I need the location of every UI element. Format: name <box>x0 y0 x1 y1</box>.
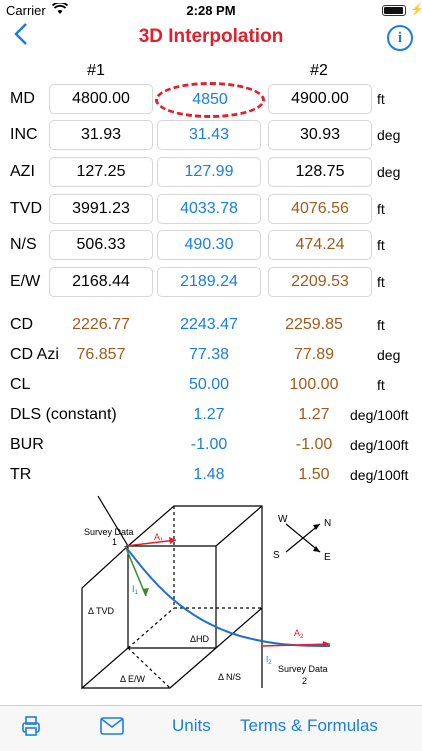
survey-2-number: 2 <box>302 676 307 686</box>
column-heading-1: #1 <box>87 62 105 79</box>
row-label: CD <box>10 316 34 333</box>
row-label: BUR <box>10 436 44 453</box>
compass-e-label: E <box>324 552 331 563</box>
a2-label: A2 <box>294 628 304 640</box>
survey-2-label: Survey Data <box>278 664 328 674</box>
delta-ew-label: Δ E/W <box>120 674 146 684</box>
row-unit: deg/100ft <box>350 467 409 483</box>
interpolated-value: 77.38 <box>188 346 230 363</box>
row-unit: deg <box>377 347 401 363</box>
clock: 2:28 PM <box>186 3 236 18</box>
interpolated-value: 2243.47 <box>180 316 238 333</box>
row-unit: deg <box>377 164 401 180</box>
i2-label: I2 <box>266 655 272 666</box>
interpolated-value: 50.00 <box>188 376 230 393</box>
delta-tvd-label: Δ TVD <box>88 606 115 616</box>
carrier-label: Carrier <box>6 3 46 18</box>
survey-2-value: 1.27 <box>298 406 330 423</box>
compass-s-label: S <box>273 550 280 561</box>
row-label: INC <box>10 126 38 143</box>
back-button[interactable] <box>14 22 28 53</box>
survey-1-input[interactable]: 31.93 <box>49 120 153 150</box>
row-label: N/S <box>10 236 37 253</box>
row-unit: ft <box>377 237 385 253</box>
survey-1-input[interactable]: 3991.23 <box>49 194 153 224</box>
row-unit: ft <box>377 317 385 333</box>
row-unit: ft <box>377 377 385 393</box>
interpolated-value: 1.48 <box>193 466 225 483</box>
row-unit: ft <box>377 201 385 217</box>
row-unit: ft <box>377 91 385 107</box>
info-button[interactable]: i <box>387 25 413 51</box>
row-label: CD Azi <box>10 346 59 363</box>
navigation-bar: 3D Interpolation i <box>0 20 422 56</box>
interpolation-diagram: W N S E Survey Data 1 A1 I1 Δ TVD ΔHD Δ … <box>70 488 360 698</box>
survey-2-value: 1.50 <box>298 466 330 483</box>
survey-2-value: 100.00 <box>289 376 339 393</box>
row-label: CL <box>10 376 31 393</box>
print-icon[interactable] <box>20 715 42 742</box>
row-label: TVD <box>10 200 42 217</box>
row-unit: deg/100ft <box>350 407 409 423</box>
charging-icon: ⚡ <box>410 4 422 16</box>
survey-2-input[interactable]: 4076.56 <box>268 194 372 224</box>
interpolated-value: -1.00 <box>190 436 228 453</box>
survey-1-label: Survey Data <box>84 527 134 537</box>
survey-2-input[interactable]: 30.93 <box>268 120 372 150</box>
wifi-icon <box>51 1 69 18</box>
row-label: TR <box>10 466 32 483</box>
delta-hd-label: ΔHD <box>190 634 210 644</box>
interpolated-input[interactable]: 31.43 <box>157 120 261 150</box>
i1-label: I1 <box>132 584 139 596</box>
page-title: 3D Interpolation <box>138 26 284 47</box>
compass-n-label: N <box>324 518 331 529</box>
interpolation-md-value: 4850 <box>192 91 228 108</box>
interpolated-value: 1.27 <box>193 406 225 423</box>
units-button[interactable]: Units <box>172 716 211 735</box>
row-label: AZI <box>10 163 35 180</box>
survey-1-number: 1 <box>112 537 117 547</box>
survey-2-input[interactable]: 474.24 <box>268 230 372 260</box>
survey-1-input[interactable]: 127.25 <box>49 157 153 187</box>
row-unit: deg/100ft <box>350 437 409 453</box>
survey-1-value: 76.857 <box>76 346 126 363</box>
row-unit: ft <box>377 274 385 290</box>
interpolation-md-field[interactable]: 4850 <box>155 82 265 118</box>
survey-1-value: 2226.77 <box>72 316 130 333</box>
interpolated-input[interactable]: 490.30 <box>157 230 261 260</box>
survey-1-input[interactable]: 506.33 <box>49 230 153 260</box>
survey-2-input[interactable]: 4900.00 <box>268 84 372 114</box>
interpolated-input[interactable]: 4033.78 <box>157 194 261 224</box>
survey-2-input[interactable]: 2209.53 <box>268 267 372 297</box>
survey-2-value: 77.89 <box>293 346 335 363</box>
compass-w-label: W <box>278 514 288 525</box>
mail-icon[interactable] <box>100 717 124 740</box>
bottom-toolbar: Units Terms & Formulas <box>0 705 422 751</box>
survey-2-value: 2259.85 <box>285 316 343 333</box>
interpolated-input[interactable]: 2189.24 <box>157 267 261 297</box>
row-label: MD <box>10 90 35 107</box>
a1-label: A1 <box>154 532 164 544</box>
survey-2-input[interactable]: 128.75 <box>268 157 372 187</box>
row-label: DLS (constant) <box>10 406 117 423</box>
delta-ns-label: Δ N/S <box>218 672 241 682</box>
row-label: E/W <box>10 273 41 290</box>
battery-icon <box>382 5 406 16</box>
interpolated-input[interactable]: 127.99 <box>157 157 261 187</box>
survey-1-input[interactable]: 2168.44 <box>49 267 153 297</box>
survey-1-input[interactable]: 4800.00 <box>49 84 153 114</box>
status-bar: Carrier 2:28 PM ⚡ <box>0 0 422 20</box>
column-heading-2: #2 <box>310 62 328 79</box>
survey-2-value: -1.00 <box>295 436 333 453</box>
terms-formulas-button[interactable]: Terms & Formulas <box>240 716 378 735</box>
row-unit: deg <box>377 127 401 143</box>
